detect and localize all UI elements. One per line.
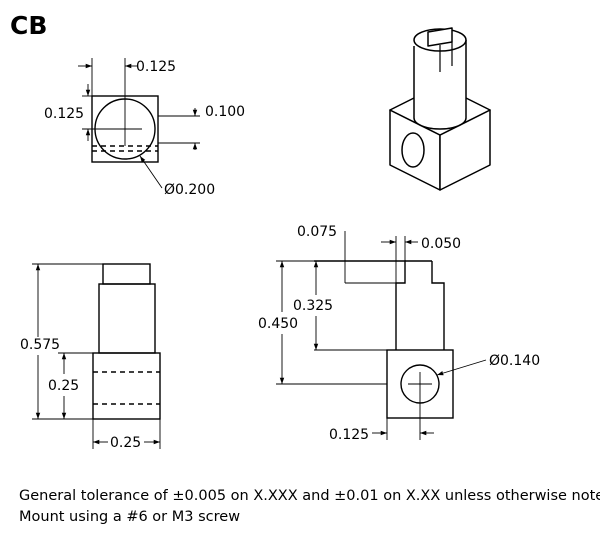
front-view-pin-head bbox=[102, 263, 151, 285]
tolerance-note: General tolerance of ±0.005 on X.XXX and… bbox=[19, 488, 600, 504]
side-view-dim-slot-depth: 0.075 bbox=[297, 224, 337, 240]
mounting-note: Mount using a #6 or M3 screw bbox=[19, 509, 241, 525]
side-view-dim-slot-width: 0.050 bbox=[421, 236, 461, 252]
side-view-dim-hole-diameter: Ø0.140 bbox=[489, 353, 540, 369]
front-view-pin bbox=[98, 283, 156, 354]
side-view bbox=[276, 231, 487, 440]
iso-pin-body bbox=[413, 40, 467, 130]
side-view-pin bbox=[314, 260, 406, 350]
top-view-dim-slot-offset: 0.125 bbox=[136, 59, 176, 75]
front-view-dim-block-width: 0.25 bbox=[110, 435, 141, 451]
top-view-dim-slot-width: 0.100 bbox=[205, 104, 245, 120]
side-view-dim-pin-length: 0.325 bbox=[293, 298, 333, 314]
iso-hole bbox=[401, 132, 425, 168]
top-view bbox=[78, 58, 200, 189]
drawing-notes: General tolerance of ±0.005 on X.XXX and… bbox=[19, 486, 600, 528]
front-view bbox=[32, 263, 161, 449]
part-title: CB bbox=[10, 11, 47, 40]
side-view-pin bbox=[431, 261, 445, 350]
front-view-block bbox=[92, 352, 161, 420]
isometric-view bbox=[389, 27, 491, 191]
iso-pin-slot bbox=[427, 27, 453, 47]
top-view-dim-hole-center: 0.125 bbox=[44, 106, 84, 122]
top-view-dim-hole-diameter: Ø0.200 bbox=[164, 182, 215, 198]
front-view-dim-overall-height: 0.575 bbox=[20, 337, 60, 353]
side-view-dim-hole-center-height: 0.450 bbox=[258, 316, 298, 332]
front-view-dim-block-height: 0.25 bbox=[48, 378, 79, 394]
side-view-dim-hole-offset: 0.125 bbox=[329, 427, 369, 443]
